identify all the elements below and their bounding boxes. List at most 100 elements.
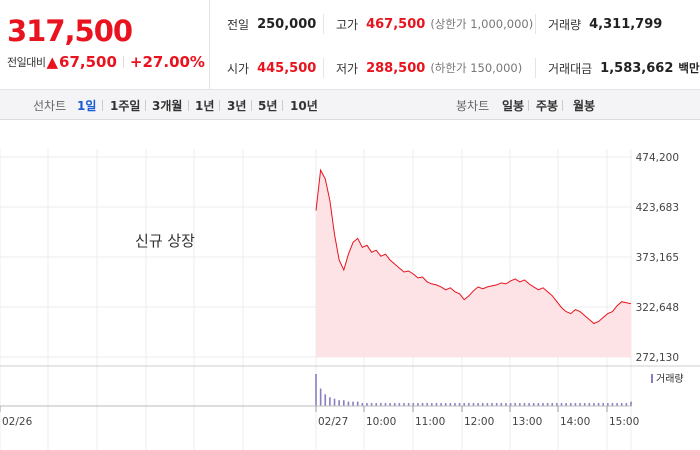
x-tick-label: 15:00 [609, 416, 639, 428]
volume-bar [347, 401, 350, 406]
stat-label: 거래량 [548, 17, 582, 32]
divider [323, 14, 324, 34]
volume-bar [481, 403, 484, 406]
divider [562, 100, 563, 111]
stat-value: 4,311,799 [589, 16, 663, 32]
stats-row-2: 시가 445,500 저가 288,500 (하한가 150,000) 거래대금… [211, 46, 700, 90]
stock-summary: 317,500 전일대비 ▲ 67,500 +27.00% 전일 250,000… [0, 0, 700, 90]
tab-3y[interactable]: 3년 [227, 99, 247, 113]
x-tick-label: 14:00 [560, 416, 590, 428]
volume-bar [537, 403, 540, 406]
volume-bar [597, 403, 600, 406]
change-rate: +27.00% [129, 53, 205, 71]
volume-bar [569, 403, 572, 406]
volume-bar [389, 403, 391, 406]
divider [188, 100, 189, 111]
x-tick-label: 11:00 [415, 416, 445, 428]
x-tick-label: 02/27 [318, 416, 348, 428]
stat-value: 1,583,662 [600, 60, 674, 76]
price-area [316, 170, 631, 357]
x-tick-label: 13:00 [512, 416, 542, 428]
volume-bar [491, 403, 493, 406]
volume-bars [315, 374, 632, 406]
volume-bar [329, 397, 331, 406]
volume-bar [593, 403, 595, 406]
change-label: 전일대비 [7, 56, 46, 69]
stat-amount: 거래대금 1,583,662 백만 [548, 46, 700, 90]
volume-bar [607, 403, 609, 406]
volume-bar [611, 403, 614, 406]
chart-tab-bar: 선차트 1일 1주일 3개월 1년 3년 5년 10년 봉차트 일봉 주봉 월봉 [0, 90, 700, 120]
tab-daily[interactable]: 일봉 [502, 99, 525, 113]
volume-bar [384, 403, 387, 406]
volume-bar [546, 403, 549, 406]
x-tick-label: 02/26 [2, 416, 33, 428]
tab-1w[interactable]: 1주일 [110, 99, 141, 113]
volume-bar [532, 403, 535, 406]
volume-bar [361, 403, 364, 406]
stat-volume: 거래량 4,311,799 [548, 2, 662, 46]
stat-value: 467,500 [366, 16, 426, 32]
current-price: 317,500 [7, 14, 133, 48]
stat-value: 250,000 [257, 16, 317, 32]
stat-low: 저가 288,500 (하한가 150,000) [336, 46, 522, 90]
volume-bar [519, 403, 521, 406]
volume-bar [495, 403, 498, 406]
stat-unit: 백만 [678, 61, 700, 75]
stats-row-1: 전일 250,000 고가 467,500 (상한가 1,000,000) 거래… [211, 2, 700, 46]
volume-bar [454, 403, 456, 406]
volume-bar [630, 401, 632, 406]
tab-10y[interactable]: 10년 [290, 99, 318, 113]
divider [145, 100, 146, 111]
stat-label: 고가 [336, 17, 359, 32]
tab-weekly[interactable]: 주봉 [536, 99, 559, 113]
volume-bar [565, 403, 567, 406]
tab-1y[interactable]: 1년 [195, 99, 215, 113]
stat-label: 거래대금 [548, 61, 593, 76]
volume-bar [333, 398, 336, 406]
candle-chart-label: 봉차트 [456, 99, 490, 113]
stat-value: 288,500 [366, 60, 426, 76]
stat-open: 시가 445,500 [227, 46, 316, 90]
volume-bar [440, 403, 442, 406]
new-listing-label: 신규 상장 [135, 232, 195, 250]
tab-monthly[interactable]: 월봉 [573, 99, 596, 113]
volume-bar [444, 403, 447, 406]
volume-bar [588, 403, 591, 406]
volume-bar [356, 401, 359, 406]
volume-bar [375, 403, 378, 406]
volume-bar [370, 403, 373, 406]
volume-bar [431, 403, 433, 406]
price-chart[interactable]: 신규 상장 474,200 423,683 373,165 322,648 272,13… [0, 120, 700, 450]
up-arrow-icon: ▲ [46, 53, 59, 71]
tab-1d[interactable]: 1일 [77, 99, 97, 113]
volume-bar [421, 403, 424, 406]
volume-bar [625, 403, 628, 406]
x-axis-labels: 02/26 02/27 10:00 11:00 12:00 13:00 14:00 15:00 [0, 406, 639, 428]
volume-bar [417, 403, 419, 406]
line-chart-label: 선차트 [33, 99, 67, 113]
volume-bar [449, 403, 452, 406]
volume-bar [468, 403, 470, 406]
volume-legend: 거래량 [656, 373, 684, 385]
y-tick-label: 423,683 [636, 202, 679, 214]
stat-high: 고가 467,500 (상한가 1,000,000) [336, 2, 533, 46]
volume-bar [556, 403, 558, 406]
tab-3m[interactable]: 3개월 [152, 99, 183, 113]
divider [323, 58, 324, 78]
volume-bar [579, 403, 581, 406]
volume-bar [458, 403, 461, 406]
tab-5y[interactable]: 5년 [258, 99, 278, 113]
stat-value: 445,500 [257, 60, 317, 76]
volume-bar [380, 403, 382, 406]
lower-limit: (하한가 150,000) [430, 61, 523, 75]
stat-prev-close: 전일 250,000 [227, 2, 316, 46]
volume-bar [616, 403, 618, 406]
volume-bar [551, 403, 554, 406]
volume-bar [505, 403, 507, 406]
volume-bar [509, 403, 512, 406]
divider [122, 56, 124, 68]
volume-bar [477, 403, 479, 406]
x-tick-label: 10:00 [366, 416, 396, 428]
y-axis-labels: 474,200 423,683 373,165 322,648 272,130 [636, 152, 679, 364]
